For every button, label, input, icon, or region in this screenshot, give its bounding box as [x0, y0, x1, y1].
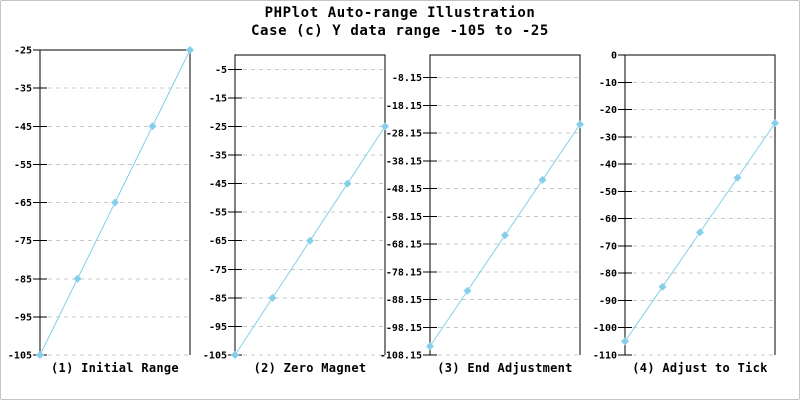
y-tick-label: -50: [599, 187, 617, 198]
data-point-marker: [186, 46, 194, 54]
data-point-marker: [538, 175, 547, 184]
y-tick-label: -85: [14, 274, 32, 285]
data-point-marker: [733, 173, 742, 182]
y-tick-label: -38.15: [386, 156, 422, 167]
y-tick-label: -98.15: [386, 323, 422, 334]
data-point-marker: [148, 122, 157, 131]
y-tick-label: -108.15: [380, 351, 422, 362]
y-tick-label: -10: [599, 78, 617, 89]
data-point-marker: [658, 282, 667, 291]
y-tick-label: -78.15: [386, 267, 422, 278]
plot-1: -25 -35 -45 -55 -65 -75 -85 -95 -105: [8, 46, 194, 362]
data-point-marker: [343, 179, 352, 188]
y-tick-label: -58.15: [386, 212, 422, 223]
y-tick-label: -68.15: [386, 240, 422, 251]
y-tick-label: -105: [8, 351, 32, 362]
y-tick-label: -85: [209, 293, 227, 304]
y-tick-label: -48.15: [386, 184, 422, 195]
y-tick-label: -55: [14, 160, 32, 171]
data-point-marker: [73, 274, 82, 283]
y-tick-label: -25: [14, 46, 32, 57]
y-tick-label: -95: [14, 312, 32, 323]
data-point-marker: [771, 119, 779, 128]
y-tick-label: -45: [14, 122, 32, 133]
data-point-marker: [268, 293, 277, 302]
y-tick-label: -30: [599, 132, 617, 143]
y-tick-label: -55: [209, 208, 227, 219]
y-tick-label: 0: [611, 51, 617, 62]
y-tick-label: -40: [599, 160, 617, 171]
y-tick-label: -110: [593, 351, 617, 362]
y-tick-label: -95: [209, 322, 227, 333]
plot-border: [624, 54, 776, 355]
y-tick-label: -25: [209, 122, 227, 133]
data-point-marker: [463, 286, 472, 295]
y-tick-label: -100: [593, 323, 617, 334]
data-point-marker: [306, 236, 314, 245]
chart-subtitle: Case (c) Y data range -105 to -25: [251, 23, 549, 39]
plot-4: 0 -10 -20 -30 -40 -50 -60 -70 -80 -90 -100 -110: [593, 51, 779, 362]
plot-caption-adjust-to-tick: (4) Adjust to Tick: [632, 361, 768, 375]
y-tick-label: -45: [209, 179, 227, 190]
y-tick-label: -88.15: [386, 295, 422, 306]
plot-3: -8.15 -18.15 -28.15 -38.15 -48.15 -58.15 -68.1…: [380, 54, 584, 362]
y-tick-label: -60: [599, 214, 617, 225]
plot-caption-zero-magnet: (2) Zero Magnet: [253, 361, 367, 375]
y-tick-label: -105: [203, 351, 227, 362]
plot-caption-end-adjustment: (3) End Adjustment: [437, 361, 573, 375]
y-tick-label: -80: [599, 269, 617, 280]
data-point-marker: [501, 231, 509, 240]
y-tick-label: -65: [209, 236, 227, 247]
plot-caption-initial-range: (1) Initial Range: [51, 361, 179, 375]
data-point-marker: [231, 351, 239, 359]
y-tick-label: -35: [209, 151, 227, 162]
data-point-marker: [696, 228, 704, 237]
data-point-marker: [621, 337, 629, 346]
y-tick-label: -8.15: [392, 73, 422, 84]
y-tick-label: -75: [14, 236, 32, 247]
y-tick-label: -35: [14, 84, 32, 95]
y-tick-label: -15: [209, 93, 227, 104]
data-point-marker: [111, 198, 119, 207]
y-tick-label: -65: [14, 198, 32, 209]
plot-border: [39, 49, 191, 355]
y-tick-label: -70: [599, 241, 617, 252]
data-point-marker: [576, 120, 584, 129]
y-tick-label: -5: [215, 65, 227, 76]
y-tick-label: -28.15: [386, 129, 422, 140]
plot-2: -5 -15 -25 -35 -45 -55 -65 -75 -85 -95 -105: [203, 54, 389, 362]
plot-border: [429, 54, 581, 355]
y-tick-label: -18.15: [386, 101, 422, 112]
plot-border: [234, 54, 386, 355]
chart-title: PHPlot Auto-range Illustration: [264, 5, 536, 21]
y-tick-label: -75: [209, 265, 227, 276]
y-tick-label: -20: [599, 105, 617, 116]
y-tick-label: -90: [599, 296, 617, 307]
data-point-marker: [381, 122, 389, 131]
data-point-marker: [36, 351, 44, 359]
data-point-marker: [426, 342, 434, 351]
